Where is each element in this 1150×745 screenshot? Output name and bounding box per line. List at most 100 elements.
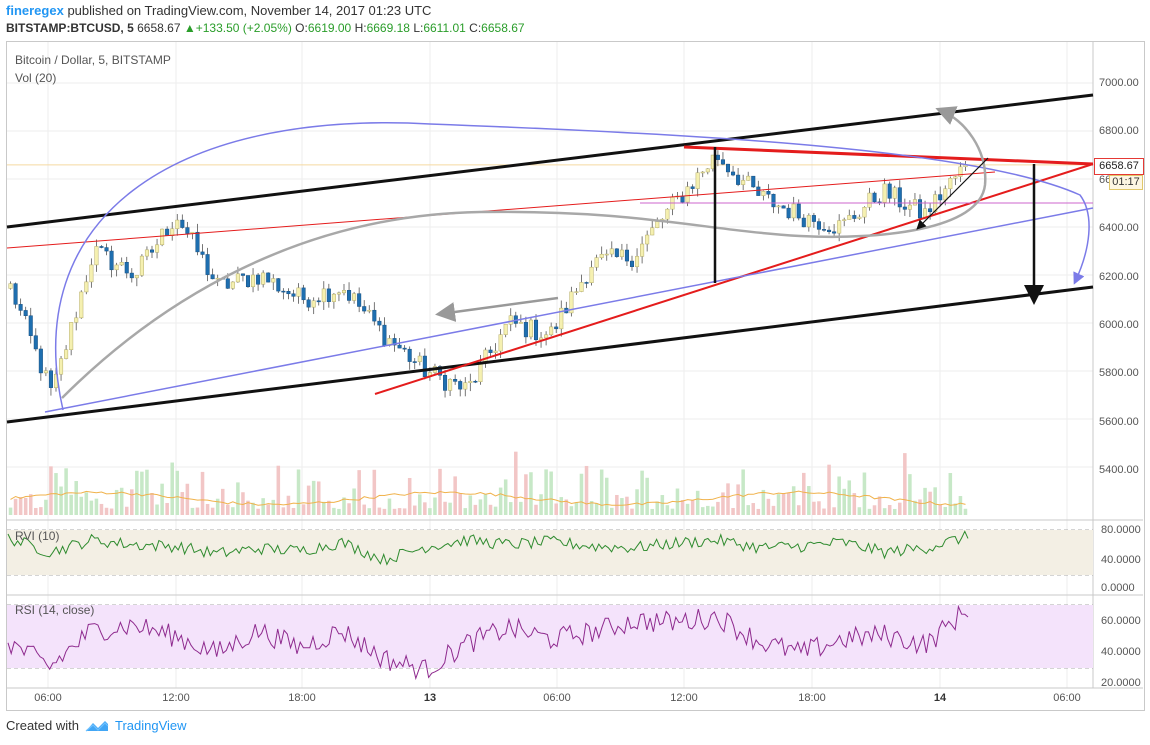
volume-bar [872, 505, 877, 515]
volume-bar [822, 508, 826, 515]
volume-bar [423, 502, 427, 515]
candle-body [33, 335, 38, 350]
footer: Created with TradingView [6, 718, 187, 733]
candle-body [629, 260, 635, 267]
gray-arc-curve [61, 106, 987, 399]
tradingview-logo-icon[interactable] [85, 719, 109, 733]
volume-bar [700, 507, 705, 515]
candle-body [943, 188, 948, 201]
volume-bar [236, 482, 240, 515]
candle-body [402, 347, 407, 350]
volume-bar [958, 496, 963, 515]
blue-arc-curve [54, 122, 1090, 411]
volume-bar [559, 497, 564, 515]
candle-body [700, 171, 705, 174]
volume-bar [23, 497, 28, 515]
candle-body [180, 219, 185, 228]
volume-bar [817, 501, 821, 515]
candle-body [336, 292, 341, 295]
volume-bar [807, 486, 811, 515]
candle-body [99, 246, 104, 248]
volume-bar [59, 486, 63, 515]
candle-body [185, 227, 190, 234]
volume-bar [786, 492, 791, 515]
candle-body [827, 229, 832, 232]
candle-body [655, 221, 660, 229]
volume-bar [301, 504, 306, 515]
candle-body [114, 264, 119, 271]
candle-body [296, 287, 301, 297]
high-value: 6669.18 [366, 21, 410, 35]
volume-bar [8, 507, 13, 515]
time-tick: 06:00 [543, 692, 571, 704]
last-price-tag: 6658.67 [1094, 158, 1144, 175]
candle-body [589, 266, 594, 283]
candle-body [155, 244, 160, 253]
volume-bar [488, 504, 493, 515]
candle-body [59, 358, 64, 375]
candle-body [417, 355, 422, 362]
vol-label: Vol (20) [15, 71, 57, 85]
volume-bar [64, 468, 68, 515]
candle-body [786, 207, 791, 219]
open-value: 6619.00 [307, 21, 352, 35]
volume-bar [832, 507, 836, 515]
volume-bar [877, 496, 882, 515]
volume-bar [160, 483, 164, 515]
volume-bar [564, 499, 569, 515]
candle-body [761, 191, 766, 196]
candle-body [74, 317, 79, 323]
volume-bar [953, 503, 958, 515]
candle-body [862, 206, 867, 218]
volume-bar [458, 493, 462, 515]
volume-bar [519, 501, 523, 515]
volume-bar [913, 500, 917, 515]
candle-body [645, 234, 650, 245]
candle-body [266, 272, 271, 283]
rvi-pane-title: RVI (10) [15, 529, 60, 543]
blue-trend-line [44, 207, 1094, 413]
volume-bar [49, 466, 53, 515]
candle-body [559, 307, 564, 330]
chart-frame[interactable] [6, 41, 1145, 711]
volume-bar [200, 471, 205, 515]
candle-body [225, 278, 230, 289]
volume-bar [711, 506, 715, 515]
rvi-band [7, 530, 1093, 575]
volume-bar [857, 507, 862, 515]
volume-bar [342, 497, 346, 515]
volume-bar [827, 464, 831, 515]
volume-bar [791, 486, 796, 515]
candle-body [382, 324, 387, 346]
candle-body [584, 282, 589, 284]
candle-body [680, 195, 685, 203]
author-name[interactable]: fineregex [6, 3, 64, 18]
rsi-pane-title: RSI (14, close) [15, 603, 95, 617]
volume-bar [604, 477, 609, 515]
candle-body [377, 320, 382, 326]
candle-body [958, 166, 963, 177]
candle-body [705, 168, 710, 173]
volume-bar [685, 503, 690, 515]
candle-body [38, 348, 43, 374]
time-tick: 18:00 [288, 692, 316, 704]
volume-bar [882, 508, 887, 515]
volume-bar [726, 483, 730, 515]
candle-body [129, 272, 134, 279]
price-tick: 5800.00 [1099, 367, 1139, 379]
low-value: 6611.01 [423, 21, 466, 35]
close-label: C: [469, 21, 482, 35]
volume-bar [746, 505, 750, 515]
candle-body [801, 217, 806, 228]
candle-body [28, 315, 33, 336]
volume-bar [756, 508, 761, 515]
volume-bar [130, 489, 134, 515]
candle-body [624, 249, 629, 262]
volume-bar [291, 507, 296, 515]
ohlc-line: BITSTAMP:BTCUSD, 5 6658.67 ▲+133.50 (+2.… [6, 21, 525, 35]
volume-bar [367, 508, 372, 515]
tradingview-brand-link[interactable]: TradingView [114, 718, 187, 733]
candle-body [245, 275, 251, 288]
candle-body [200, 251, 205, 255]
